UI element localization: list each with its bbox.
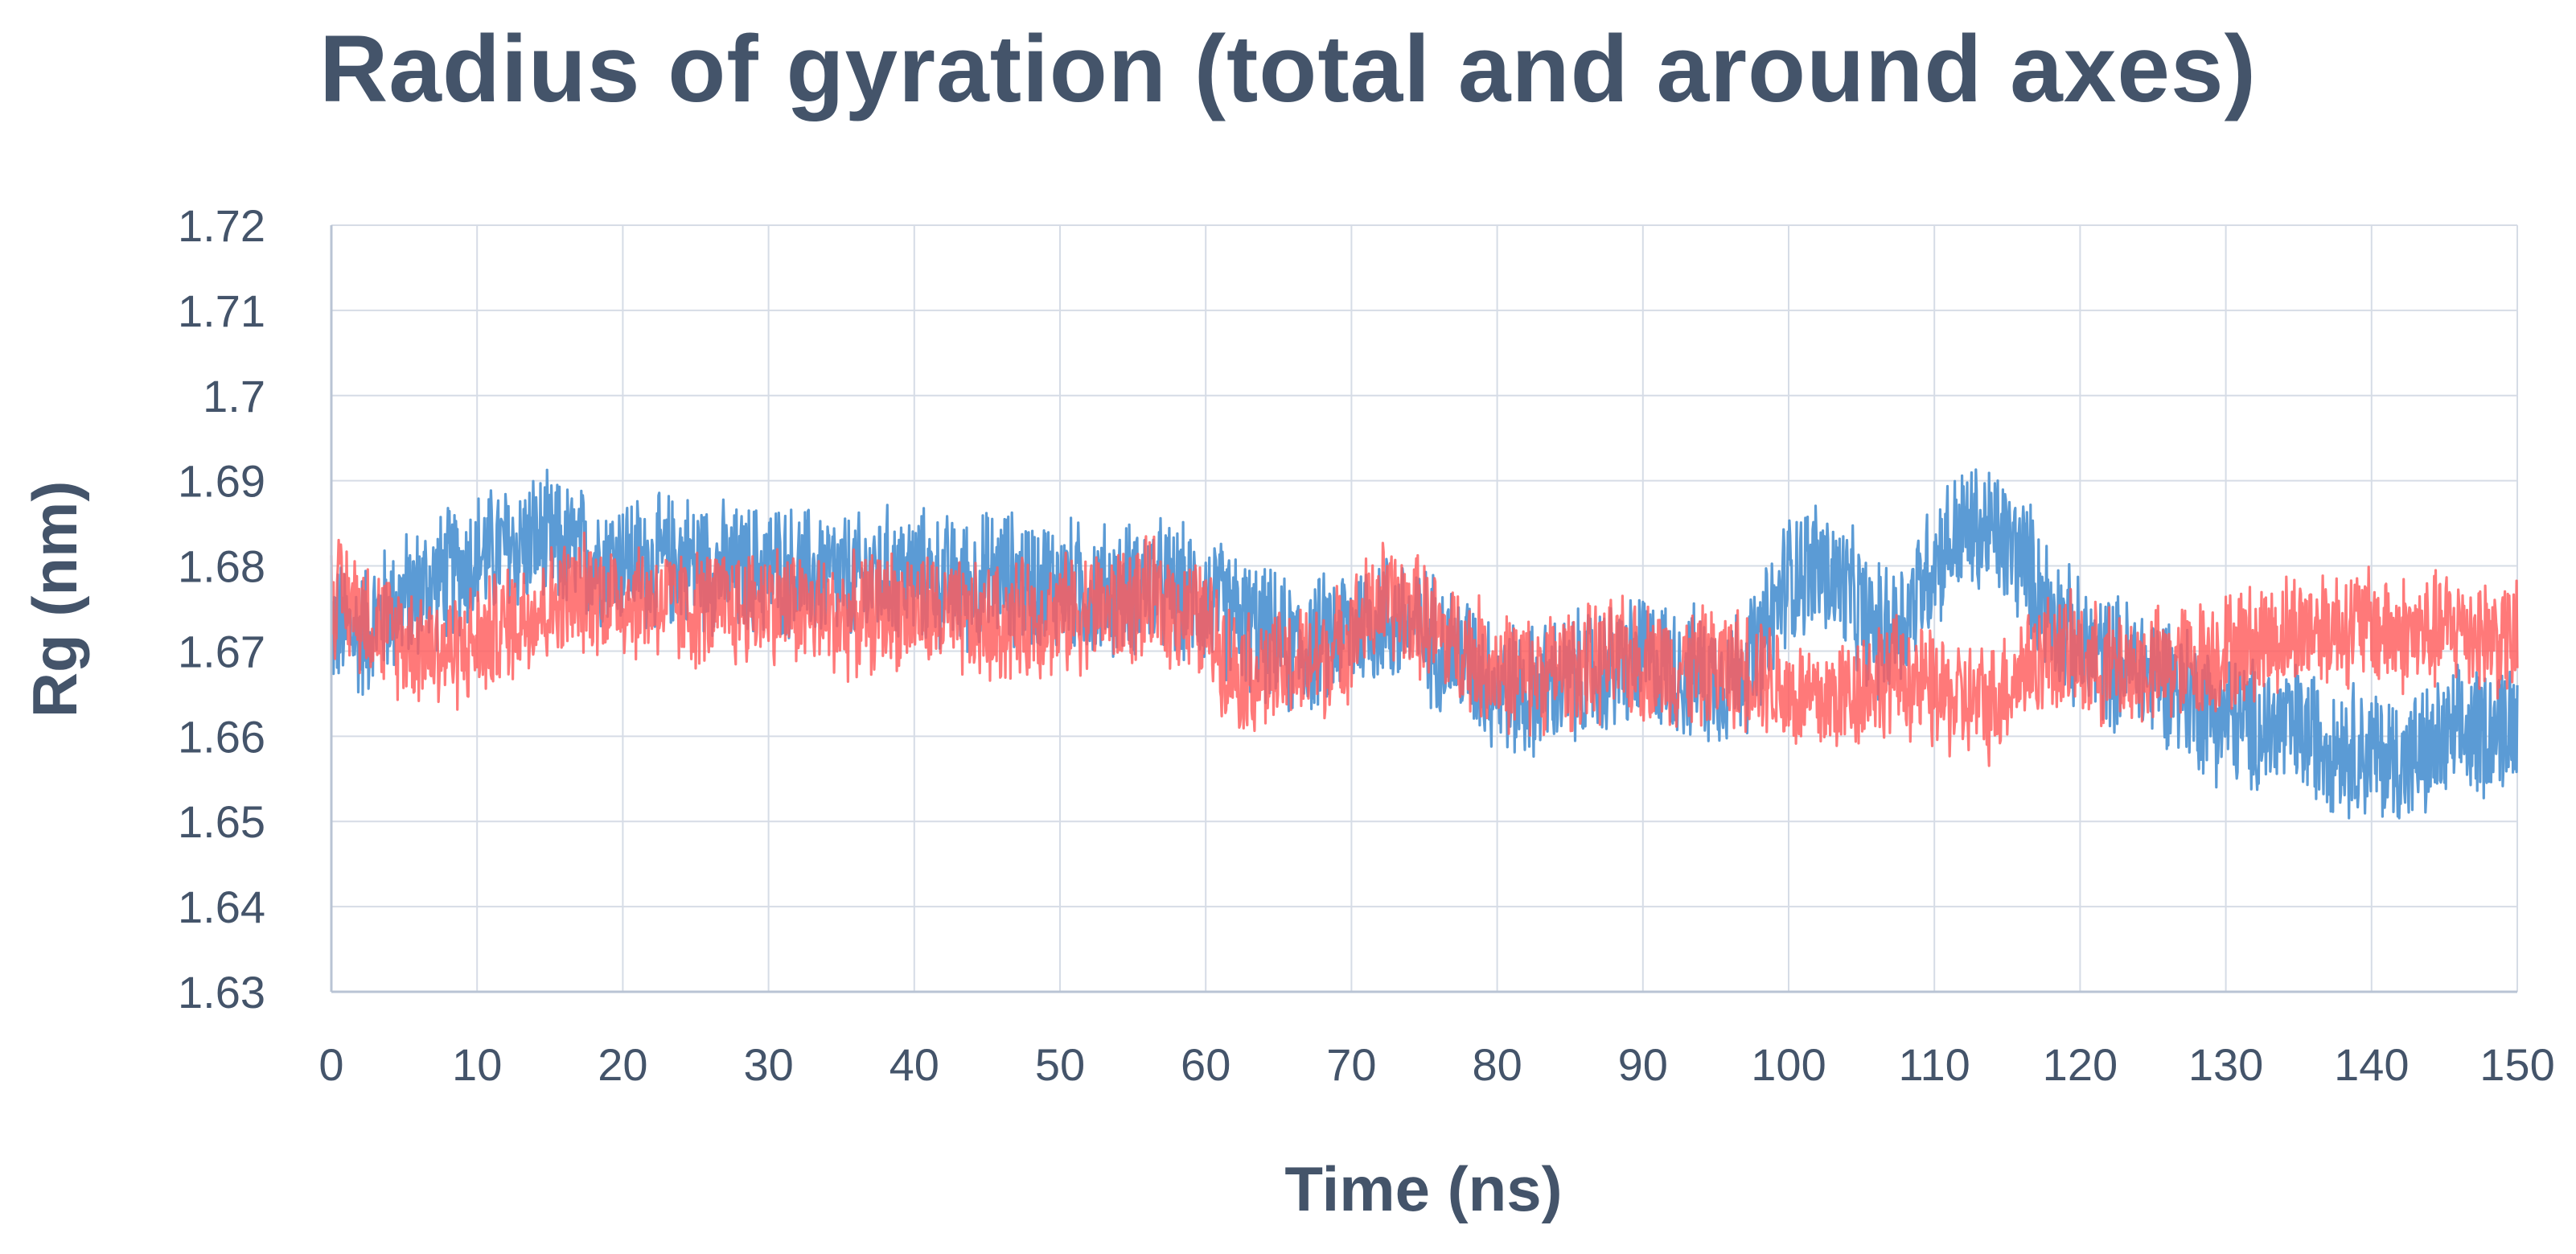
x-tick-label: 140 [2334,1039,2409,1090]
y-tick-label: 1.71 [178,286,265,336]
x-tick-label: 150 [2479,1039,2554,1090]
x-tick-label: 50 [1035,1039,1085,1090]
x-tick-label: 60 [1181,1039,1230,1090]
x-tick-label: 120 [2043,1039,2118,1090]
series-line-red [330,531,2519,767]
x-tick-label: 100 [1751,1039,1826,1090]
x-tick-label: 30 [743,1039,793,1090]
y-tick-label: 1.69 [178,456,265,507]
y-tick-label: 1.63 [178,967,265,1018]
x-tick-label: 90 [1618,1039,1668,1090]
x-tick-label: 130 [2188,1039,2263,1090]
x-axis-label: Time (ns) [1284,1153,1562,1224]
y-tick-label: 1.67 [178,626,265,676]
y-tick-label: 1.66 [178,711,265,762]
x-tick-label: 40 [889,1039,939,1090]
x-tick-label: 20 [598,1039,647,1090]
x-tick-labels: 0 10 20 30 40 50 60 70 80 90 100 110 120 130 140 150 [318,1039,2554,1090]
x-tick-label: 110 [1899,1039,1970,1090]
series-layer [330,468,2519,820]
x-tick-label: 80 [1472,1039,1522,1090]
x-tick-label: 0 [318,1039,343,1090]
x-tick-label: 70 [1326,1039,1376,1090]
axes [330,225,2517,993]
y-axis-label: Rg (nm) [19,481,90,718]
chart-title: Radius of gyration (total and around axe… [319,16,2257,122]
y-tick-label: 1.68 [178,541,265,592]
y-tick-label: 1.65 [178,796,265,847]
x-tick-label: 10 [452,1039,502,1090]
y-tick-label: 1.72 [178,200,265,251]
y-tick-labels: 1.72 1.71 1.7 1.69 1.68 1.67 1.66 1.65 1.64 1.63 [178,200,265,1018]
y-tick-label: 1.64 [178,882,265,932]
y-tick-label: 1.7 [203,371,265,421]
